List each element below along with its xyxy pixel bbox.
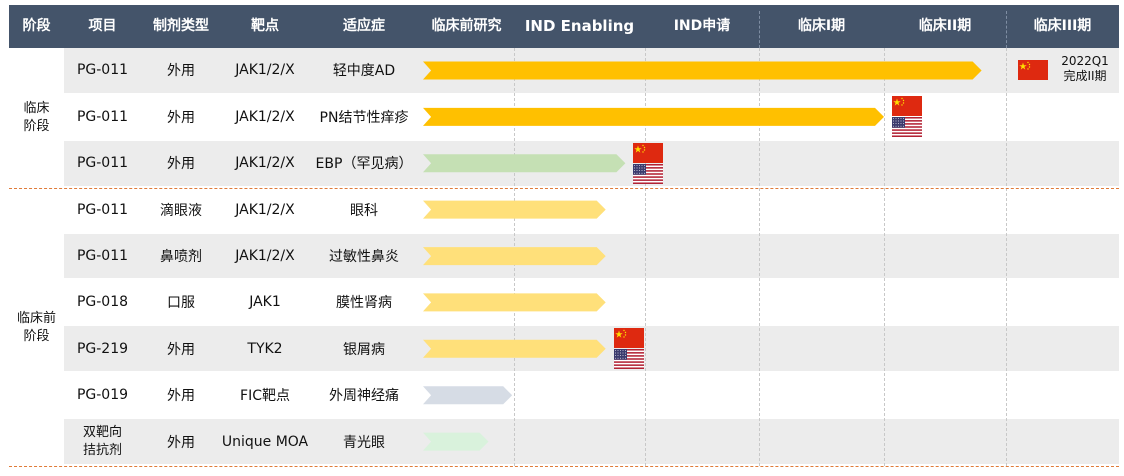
grid-line — [759, 48, 760, 466]
cell-target: JAK1/2/X — [235, 248, 295, 265]
cell-target: JAK1/2/X — [235, 108, 295, 125]
china-flag-icon — [633, 142, 664, 163]
cell-target: JAK1/2/X — [235, 201, 295, 218]
stage-label-clinical: 临床 阶段 — [23, 101, 50, 134]
grid-line — [645, 48, 646, 466]
table-header: 阶段 项目 制剂类型 靶点 适应症 临床前研究 IND Enabling IND… — [9, 5, 1119, 48]
header-indication: 适应症 — [343, 18, 385, 34]
cell-indication: 轻中度AD — [332, 63, 396, 80]
grid-line — [514, 48, 515, 466]
cell-dosage: 外用 — [167, 388, 195, 405]
cell-indication: 过敏性鼻炎 — [329, 249, 399, 266]
china-flag-icon — [613, 328, 644, 349]
cell-project: PG-011 — [76, 155, 129, 172]
cell-indication: 外周神经痛 — [329, 388, 399, 405]
header-divider — [759, 11, 760, 48]
cell-dosage: 鼻喷剂 — [160, 249, 202, 266]
cell-project: PG-219 — [76, 340, 129, 357]
grid-line — [1006, 48, 1007, 466]
china-flag-icon — [892, 96, 922, 117]
cell-indication: 青光眼 — [343, 434, 385, 451]
table-bottom-border — [9, 466, 1119, 467]
cell-dosage: 滴眼液 — [160, 202, 202, 219]
cell-project: PG-011 — [76, 62, 129, 79]
header-stage: 阶段 — [22, 18, 51, 34]
china-flag-icon — [1018, 60, 1048, 81]
cell-target: TYK2 — [247, 340, 283, 357]
header-phase-2: 临床II期 — [918, 18, 972, 34]
header-phase-ind-enabling: IND Enabling — [524, 17, 635, 35]
header-phase-preclinical: 临床前研究 — [431, 18, 502, 34]
cell-dosage: 外用 — [167, 434, 195, 451]
header-dosage: 制剂类型 — [153, 18, 209, 34]
cell-indication: 银屑病 — [343, 341, 385, 358]
header-phase-1: 临床I期 — [797, 18, 846, 34]
header-phase-ind-application: IND申请 — [673, 18, 731, 34]
cell-project: 双靶向 拮抗剂 — [82, 424, 122, 458]
cell-project: PG-011 — [76, 248, 129, 265]
header-divider — [1006, 11, 1007, 48]
header-target: 靶点 — [251, 18, 279, 34]
cell-dosage: 外用 — [167, 109, 195, 126]
group-separator — [9, 188, 1119, 189]
cell-project: PG-011 — [76, 201, 129, 218]
table-row — [64, 419, 1119, 465]
cell-target: JAK1/2/X — [235, 62, 295, 79]
header-project: 项目 — [88, 18, 117, 34]
milestone-note: 2022Q1 完成II期 — [1061, 54, 1109, 83]
cell-project: PG-018 — [76, 294, 129, 311]
cell-dosage: 口服 — [167, 295, 195, 312]
stage-label-preclinical: 临床前 阶段 — [16, 310, 56, 344]
cell-indication: PN结节性痒疹 — [319, 109, 409, 126]
us-flag-icon — [613, 349, 644, 370]
cell-target: JAK1/2/X — [235, 155, 295, 172]
cell-project: PG-011 — [76, 108, 129, 125]
grid-line — [884, 48, 885, 466]
cell-project: PG-019 — [76, 387, 129, 404]
cell-target: FIC靶点 — [240, 388, 290, 405]
cell-dosage: 外用 — [167, 63, 195, 80]
cell-target: Unique MOA — [221, 433, 309, 450]
cell-dosage: 外用 — [167, 341, 195, 358]
us-flag-icon — [633, 163, 664, 184]
cell-indication: 眼科 — [350, 202, 378, 219]
cell-dosage: 外用 — [167, 156, 195, 173]
us-flag-icon — [892, 117, 922, 138]
cell-target: JAK1 — [249, 294, 281, 311]
header-phase-3: 临床III期 — [1033, 18, 1092, 34]
cell-indication: 膜性肾病 — [336, 295, 392, 312]
cell-indication: EBP（罕见病） — [315, 156, 413, 173]
